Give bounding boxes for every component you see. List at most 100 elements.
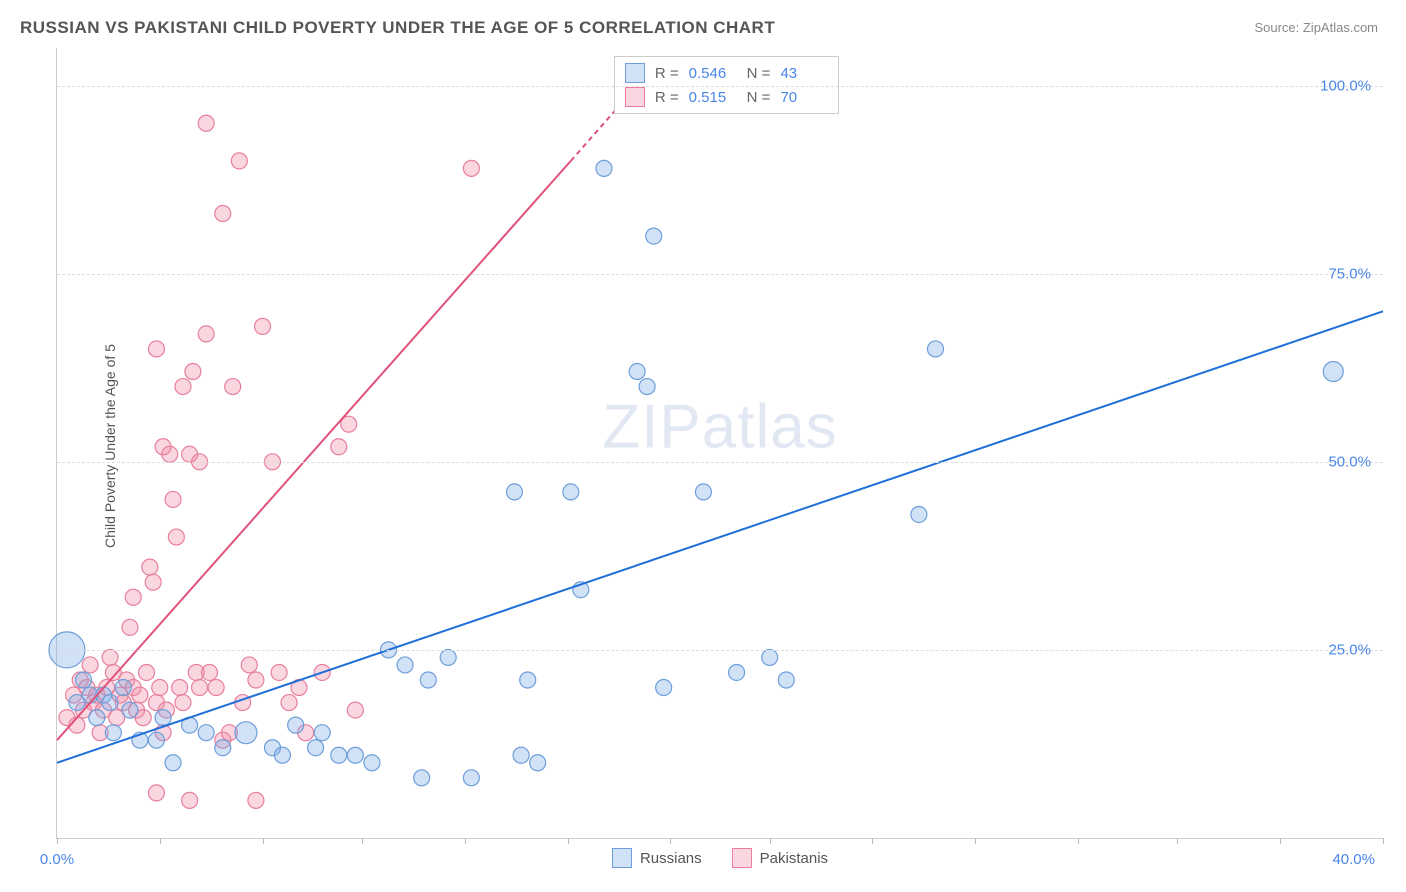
data-point (241, 657, 257, 673)
r-value-russians: 0.546 (689, 65, 737, 82)
stat-row-pakistanis: R = 0.515 N = 70 (625, 85, 829, 109)
data-point (231, 153, 247, 169)
data-point (331, 439, 347, 455)
trend-line (57, 161, 571, 740)
scatter-svg (57, 48, 1383, 838)
data-point (89, 710, 105, 726)
data-point (142, 559, 158, 575)
legend-item-russians: Russians (612, 848, 702, 868)
ytick-label: 50.0% (1328, 453, 1371, 470)
data-point (215, 740, 231, 756)
legend-label-pakistanis: Pakistanis (760, 850, 828, 867)
data-point (175, 695, 191, 711)
data-point (563, 484, 579, 500)
data-point (308, 740, 324, 756)
chart-title: RUSSIAN VS PAKISTANI CHILD POVERTY UNDER… (20, 18, 775, 38)
legend-label-russians: Russians (640, 850, 702, 867)
legend-item-pakistanis: Pakistanis (732, 848, 828, 868)
swatch-pakistanis-icon (625, 87, 645, 107)
data-point (215, 206, 231, 222)
data-point (145, 574, 161, 590)
xtick (1078, 838, 1079, 844)
data-point (102, 695, 118, 711)
data-point (201, 664, 217, 680)
data-point (122, 619, 138, 635)
data-point (125, 589, 141, 605)
data-point (271, 664, 287, 680)
gridline (57, 86, 1383, 87)
data-point (440, 649, 456, 665)
n-value-pakistanis: 70 (780, 89, 828, 106)
ytick-label: 75.0% (1328, 265, 1371, 282)
gridline (57, 462, 1383, 463)
data-point (397, 657, 413, 673)
data-point (414, 770, 430, 786)
xtick (1280, 838, 1281, 844)
data-point (463, 160, 479, 176)
data-point (148, 732, 164, 748)
data-point (198, 115, 214, 131)
xtick (670, 838, 671, 844)
xtick (872, 838, 873, 844)
xtick (1383, 838, 1384, 844)
data-point (148, 341, 164, 357)
data-point (274, 747, 290, 763)
data-point (105, 725, 121, 741)
data-point (695, 484, 711, 500)
data-point (168, 529, 184, 545)
data-point (347, 747, 363, 763)
stat-row-russians: R = 0.546 N = 43 (625, 61, 829, 85)
trend-line (57, 311, 1383, 762)
swatch-russians-icon (612, 848, 632, 868)
data-point (175, 379, 191, 395)
data-point (1323, 362, 1343, 382)
data-point (165, 491, 181, 507)
data-point (927, 341, 943, 357)
data-point (172, 680, 188, 696)
data-point (530, 755, 546, 771)
xtick (362, 838, 363, 844)
data-point (314, 725, 330, 741)
data-point (208, 680, 224, 696)
chart-container: RUSSIAN VS PAKISTANI CHILD POVERTY UNDER… (0, 0, 1406, 892)
data-point (281, 695, 297, 711)
xtick (770, 838, 771, 844)
r-value-pakistanis: 0.515 (689, 89, 737, 106)
data-point (762, 649, 778, 665)
data-point (182, 792, 198, 808)
data-point (629, 364, 645, 380)
data-point (198, 326, 214, 342)
data-point (122, 702, 138, 718)
data-point (155, 439, 171, 455)
data-point (778, 672, 794, 688)
swatch-pakistanis-icon (732, 848, 752, 868)
gridline (57, 274, 1383, 275)
xtick (1177, 838, 1178, 844)
data-point (596, 160, 612, 176)
data-point (729, 664, 745, 680)
source-label: Source: ZipAtlas.com (1254, 20, 1378, 35)
plot-area: ZIPatlas R = 0.546 N = 43 R = 0.515 N = … (56, 48, 1383, 839)
data-point (506, 484, 522, 500)
ytick-label: 100.0% (1320, 77, 1371, 94)
data-point (198, 725, 214, 741)
xtick (465, 838, 466, 844)
data-point (248, 672, 264, 688)
data-point (463, 770, 479, 786)
data-point (255, 318, 271, 334)
data-point (364, 755, 380, 771)
data-point (248, 792, 264, 808)
swatch-russians-icon (625, 63, 645, 83)
gridline (57, 650, 1383, 651)
data-point (656, 680, 672, 696)
data-point (132, 687, 148, 703)
data-point (165, 755, 181, 771)
data-point (288, 717, 304, 733)
xtick-label: 0.0% (40, 851, 74, 868)
data-point (420, 672, 436, 688)
data-point (102, 649, 118, 665)
data-point (148, 785, 164, 801)
data-point (192, 680, 208, 696)
legend-bottom: Russians Pakistanis (612, 848, 828, 868)
data-point (513, 747, 529, 763)
